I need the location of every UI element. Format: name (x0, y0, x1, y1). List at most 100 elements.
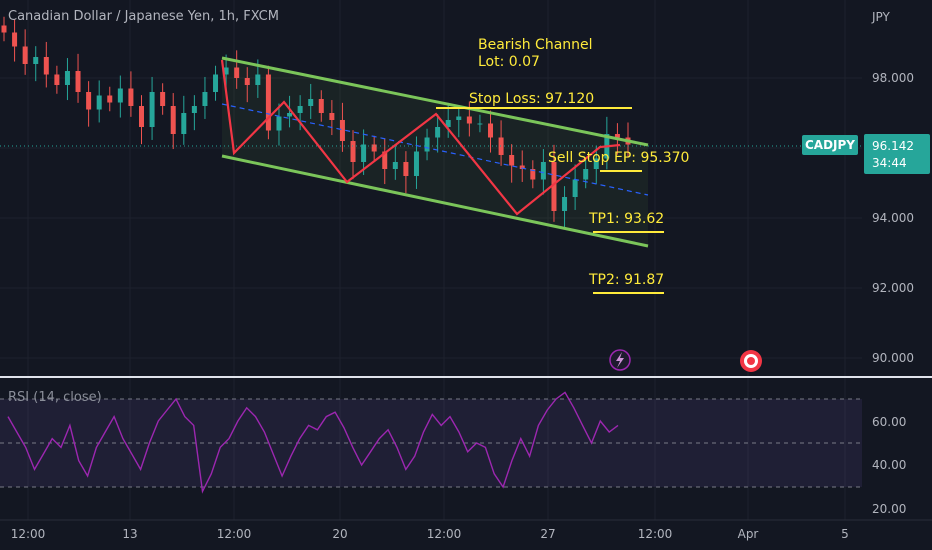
symbol-legend[interactable]: Canadian Dollar / Japanese Yen, 1h, FXCM (8, 9, 279, 24)
candle-body (33, 57, 39, 64)
candle-body (96, 95, 102, 110)
symbol-badge-label: CADJPY (805, 138, 855, 152)
candle-body (191, 106, 197, 113)
annotation-sell-stop: Sell Stop EP: 95.370 (548, 150, 689, 166)
time-label: 5 (841, 527, 849, 541)
candle-body (593, 158, 599, 169)
candle-body (287, 113, 293, 117)
time-axis[interactable] (0, 520, 932, 550)
candle-body (128, 88, 134, 106)
candle-body (551, 162, 557, 211)
channel-midline[interactable] (221, 103, 649, 196)
candle-body (445, 120, 451, 127)
candle-body (498, 137, 504, 155)
candle-body (213, 74, 219, 92)
candle-body (234, 67, 240, 78)
candle-body (181, 113, 187, 134)
candle-body (488, 123, 494, 138)
candle-body (392, 162, 398, 169)
candle-body (403, 162, 409, 176)
candle-body (371, 144, 377, 152)
time-label: 12:00 (11, 527, 46, 541)
candle-body (435, 127, 441, 138)
price-tick: 98.000 (872, 71, 914, 85)
candle-body (43, 57, 49, 75)
candle-body (530, 169, 536, 180)
zigzag-pattern[interactable] (220, 59, 621, 216)
candle-body (22, 46, 28, 64)
candle-body (308, 99, 314, 106)
rsi-tick: 20.00 (872, 502, 906, 516)
time-label: 27 (540, 527, 555, 541)
candle-body (424, 137, 430, 152)
lightning-icon[interactable] (609, 349, 631, 371)
candle-body (540, 162, 546, 180)
candle-body (202, 92, 208, 106)
rsi-scale[interactable] (862, 378, 932, 520)
candle-body (1, 25, 7, 33)
candle-body (318, 99, 324, 113)
candle-body (583, 169, 589, 180)
annotation-stop-loss: Stop Loss: 97.120 (469, 91, 594, 107)
candle-body (413, 151, 419, 176)
annotation-tp1: TP1: 93.62 (588, 211, 664, 227)
time-label: 20 (332, 527, 347, 541)
candle-body (255, 74, 261, 85)
price-tick: 92.000 (872, 281, 914, 295)
candle-body (519, 165, 525, 169)
candle-body (339, 120, 345, 141)
annotation-title: Bearish Channel (478, 37, 593, 53)
price-tick: 90.000 (872, 351, 914, 365)
candle-body (170, 106, 176, 134)
candle-body (614, 134, 620, 138)
currency-label: JPY (871, 10, 891, 24)
candle-body (138, 106, 144, 127)
candle-body (466, 116, 472, 124)
channel-upper-line[interactable] (221, 56, 649, 147)
candle-body (329, 113, 335, 120)
candle-body (223, 67, 229, 75)
rsi-tick: 40.00 (872, 458, 906, 472)
candle-body (12, 32, 18, 47)
candle-body (86, 92, 92, 110)
annotation-tp2: TP2: 91.87 (588, 272, 664, 288)
candle-body (276, 116, 282, 131)
candle-body (244, 78, 250, 85)
candle-body (64, 71, 70, 85)
price-scale[interactable] (862, 0, 932, 376)
candle-body (477, 123, 483, 125)
candle-body (350, 141, 356, 162)
candle-body (456, 116, 462, 120)
rsi-band (0, 399, 862, 487)
candle-body (149, 92, 155, 127)
candle-body (160, 92, 166, 106)
time-label: 12:00 (638, 527, 673, 541)
symbol-badge (802, 135, 858, 155)
time-label: 13 (122, 527, 137, 541)
candle-body (54, 74, 60, 85)
candle-body (361, 144, 367, 162)
candle-body (265, 74, 271, 131)
candle-body (107, 95, 113, 103)
vertical-gridlines (27, 0, 846, 520)
rsi-line (7, 391, 619, 494)
candle-body (572, 179, 578, 197)
time-label: 12:00 (217, 527, 252, 541)
pane-separator[interactable] (0, 376, 932, 378)
bar-countdown: 34:44 (872, 156, 907, 170)
economic-event-icon[interactable] (740, 350, 762, 372)
candle-body (117, 88, 123, 103)
rsi-legend[interactable]: RSI (14, close) (8, 390, 102, 405)
candle-body (509, 155, 515, 166)
channel-lower-line[interactable] (221, 154, 649, 248)
time-label: 12:00 (427, 527, 462, 541)
annotation-lot: Lot: 0.07 (478, 54, 540, 70)
horizontal-gridlines (0, 77, 862, 359)
channel-fill (222, 58, 648, 246)
price-tick: 94.000 (872, 211, 914, 225)
candle-body (297, 106, 303, 113)
rsi-tick: 60.00 (872, 415, 906, 429)
candle-body (562, 197, 568, 211)
